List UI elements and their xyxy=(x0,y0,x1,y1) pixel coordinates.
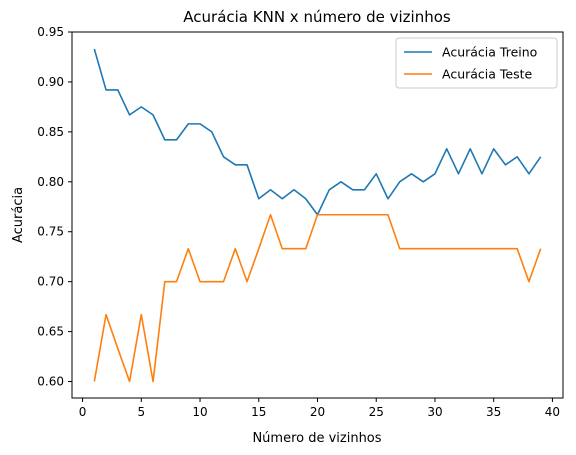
x-axis-label: Número de vizinhos xyxy=(252,431,381,446)
x-tick-label: 5 xyxy=(137,405,145,419)
plot-area xyxy=(93,48,542,383)
y-tick-label: 0.80 xyxy=(37,175,64,189)
y-tick-label: 0.65 xyxy=(37,325,64,339)
legend-label: Acurácia Treino xyxy=(442,45,537,60)
x-tick-label: 40 xyxy=(545,405,560,419)
x-tick-label: 25 xyxy=(369,405,384,419)
x-tick-label: 15 xyxy=(251,405,266,419)
legend: Acurácia Treino Acurácia Teste xyxy=(395,37,558,89)
x-tick-label: 20 xyxy=(310,405,325,419)
legend-label: Acurácia Teste xyxy=(442,67,533,82)
y-tick-label: 0.85 xyxy=(37,125,64,139)
y-tick-label: 0.75 xyxy=(37,225,64,239)
y-tick-label: 0.60 xyxy=(37,375,64,389)
chart-title: Acurácia KNN x número de vizinhos xyxy=(183,8,451,26)
x-tick-label: 30 xyxy=(427,405,442,419)
y-axis-label: Acurácia xyxy=(11,187,26,243)
x-tick-label: 10 xyxy=(192,405,207,419)
series-line-teste xyxy=(93,213,542,383)
legend-box xyxy=(395,37,558,89)
y-tick-label: 0.70 xyxy=(37,275,64,289)
x-tick-label: 35 xyxy=(486,405,501,419)
y-tick-label: 0.90 xyxy=(37,75,64,89)
y-tick-label: 0.95 xyxy=(37,25,64,39)
x-tick-label: 0 xyxy=(79,405,87,419)
